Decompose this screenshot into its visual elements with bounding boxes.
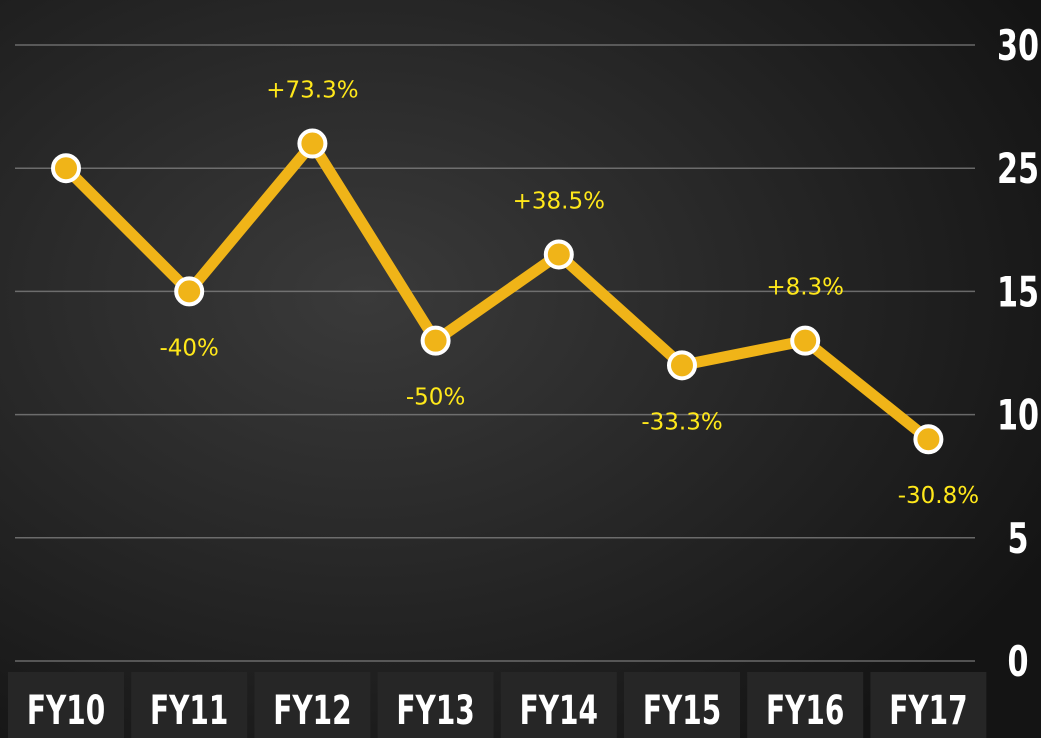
point bbox=[915, 426, 941, 452]
y-tick-label: 10 bbox=[997, 391, 1039, 440]
change-label: -50% bbox=[406, 385, 465, 411]
point bbox=[669, 352, 695, 378]
change-label: +8.3% bbox=[766, 275, 844, 301]
y-tick-label: 0 bbox=[1007, 637, 1028, 686]
change-label: +73.3% bbox=[266, 78, 358, 104]
x-tick-label: FY13 bbox=[396, 688, 474, 734]
change-label: -30.8% bbox=[898, 483, 979, 509]
chart: 0 5 10 15 25 30 FY10 FY11 FY12 FY13 FY14 FY15 FY16 FY… bbox=[0, 0, 1041, 738]
x-tick-label: FY16 bbox=[766, 688, 844, 734]
y-tick-label: 30 bbox=[997, 21, 1039, 70]
y-tick-label: 15 bbox=[997, 267, 1039, 316]
point bbox=[176, 278, 202, 304]
x-tick-label: FY14 bbox=[520, 688, 598, 734]
background bbox=[0, 0, 1041, 738]
x-tick-label: FY17 bbox=[889, 688, 967, 734]
point bbox=[423, 328, 449, 354]
change-label: +38.5% bbox=[513, 188, 605, 214]
page: {"chart_data": {"type": "line", "categor… bbox=[0, 0, 1041, 738]
point bbox=[546, 241, 572, 267]
change-label: -40% bbox=[159, 335, 218, 361]
point bbox=[53, 155, 79, 181]
x-tick-label: FY11 bbox=[150, 688, 228, 734]
y-tick-label: 5 bbox=[1007, 514, 1028, 563]
point bbox=[299, 131, 325, 157]
x-tick-label: FY15 bbox=[643, 688, 721, 734]
change-label: -33.3% bbox=[641, 409, 722, 435]
y-tick-label: 25 bbox=[997, 144, 1039, 193]
x-tick-label: FY12 bbox=[273, 688, 351, 734]
x-tick-label: FY10 bbox=[27, 688, 105, 734]
point bbox=[792, 328, 818, 354]
